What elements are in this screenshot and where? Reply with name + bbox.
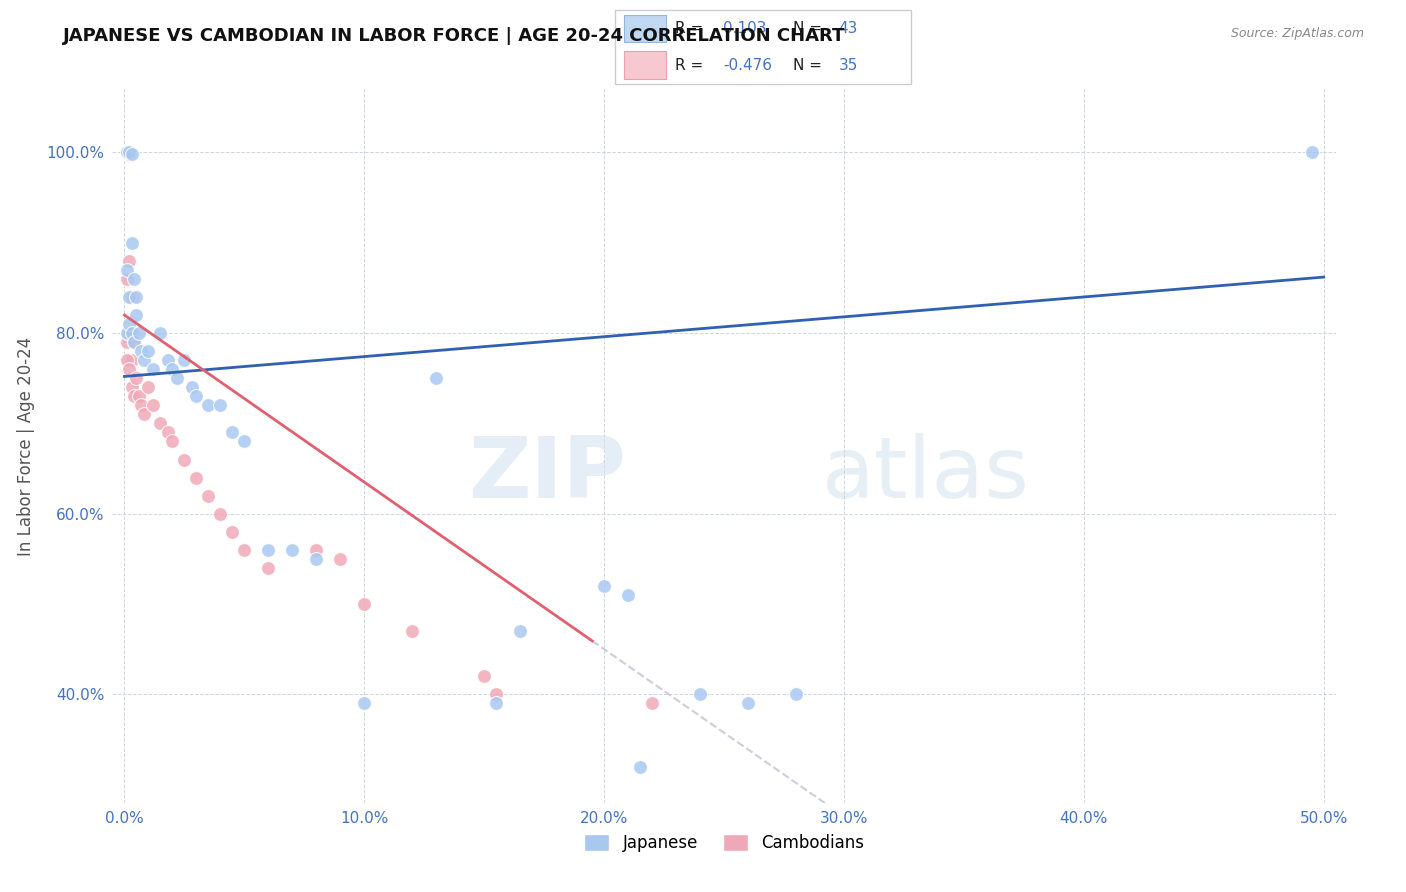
FancyBboxPatch shape xyxy=(624,15,666,42)
Point xyxy=(257,542,280,557)
Point xyxy=(162,362,184,376)
Point xyxy=(115,353,138,368)
Point xyxy=(197,398,219,412)
Point xyxy=(118,326,141,340)
Point xyxy=(209,507,232,521)
Text: 35: 35 xyxy=(838,57,858,72)
Point xyxy=(149,326,172,340)
Text: -0.476: -0.476 xyxy=(724,57,772,72)
Text: R =: R = xyxy=(675,57,703,72)
Point xyxy=(122,272,145,286)
Point xyxy=(142,362,165,376)
Point xyxy=(485,687,508,701)
Point xyxy=(1301,145,1323,160)
Point xyxy=(233,434,256,449)
Point xyxy=(118,145,141,160)
Point xyxy=(121,147,143,161)
Point xyxy=(121,380,143,394)
Point xyxy=(617,588,640,602)
Point xyxy=(180,380,202,394)
Point xyxy=(125,308,148,322)
Text: 43: 43 xyxy=(838,21,858,37)
Point xyxy=(221,524,243,539)
Text: ZIP: ZIP xyxy=(468,433,626,516)
Point xyxy=(281,542,304,557)
Point xyxy=(118,317,141,331)
Text: atlas: atlas xyxy=(823,433,1031,516)
Point xyxy=(138,380,160,394)
Text: R =: R = xyxy=(675,21,703,37)
Point xyxy=(173,353,195,368)
Point xyxy=(353,597,375,611)
Point xyxy=(166,371,188,385)
Point xyxy=(785,687,807,701)
Legend: Japanese, Cambodians: Japanese, Cambodians xyxy=(578,827,870,859)
Point xyxy=(353,697,375,711)
Point xyxy=(125,290,148,304)
Point xyxy=(121,326,143,340)
Text: 0.103: 0.103 xyxy=(724,21,766,37)
Text: N =: N = xyxy=(793,21,823,37)
Point xyxy=(233,542,256,557)
Point xyxy=(173,452,195,467)
Point xyxy=(122,389,145,403)
Point xyxy=(118,290,141,304)
Point xyxy=(125,371,148,385)
Point xyxy=(132,408,155,422)
Point xyxy=(156,353,179,368)
Point xyxy=(186,470,208,484)
Point xyxy=(129,344,152,359)
Point xyxy=(149,417,172,431)
Point xyxy=(305,552,328,566)
Point xyxy=(186,389,208,403)
Y-axis label: In Labor Force | Age 20-24: In Labor Force | Age 20-24 xyxy=(17,336,35,556)
Point xyxy=(485,697,508,711)
Point xyxy=(115,263,138,277)
Point xyxy=(118,147,141,161)
Point xyxy=(115,272,138,286)
Point xyxy=(115,145,138,160)
Point xyxy=(128,389,150,403)
Point xyxy=(401,624,423,639)
Point xyxy=(115,145,138,160)
Point xyxy=(122,335,145,350)
Point xyxy=(121,353,143,368)
Point xyxy=(162,434,184,449)
Point xyxy=(132,353,155,368)
Text: Source: ZipAtlas.com: Source: ZipAtlas.com xyxy=(1230,27,1364,40)
Point xyxy=(115,326,138,340)
Point xyxy=(197,489,219,503)
Point xyxy=(425,371,447,385)
Point xyxy=(209,398,232,412)
FancyBboxPatch shape xyxy=(624,52,666,78)
Text: JAPANESE VS CAMBODIAN IN LABOR FORCE | AGE 20-24 CORRELATION CHART: JAPANESE VS CAMBODIAN IN LABOR FORCE | A… xyxy=(63,27,845,45)
Point xyxy=(329,552,352,566)
Point xyxy=(737,697,759,711)
Point xyxy=(221,425,243,440)
Point xyxy=(121,290,143,304)
Point xyxy=(156,425,179,440)
Point xyxy=(118,362,141,376)
Point xyxy=(122,335,145,350)
Point xyxy=(509,624,531,639)
Point xyxy=(128,326,150,340)
Point xyxy=(641,697,664,711)
Point xyxy=(129,398,152,412)
FancyBboxPatch shape xyxy=(614,10,911,84)
Text: N =: N = xyxy=(793,57,823,72)
Point xyxy=(138,344,160,359)
Point xyxy=(257,561,280,575)
Point xyxy=(472,669,495,683)
Point xyxy=(118,253,141,268)
Point xyxy=(121,235,143,250)
Point xyxy=(593,579,616,593)
Point xyxy=(628,759,651,773)
Point xyxy=(305,542,328,557)
Point xyxy=(142,398,165,412)
Point xyxy=(689,687,711,701)
Point xyxy=(115,335,138,350)
